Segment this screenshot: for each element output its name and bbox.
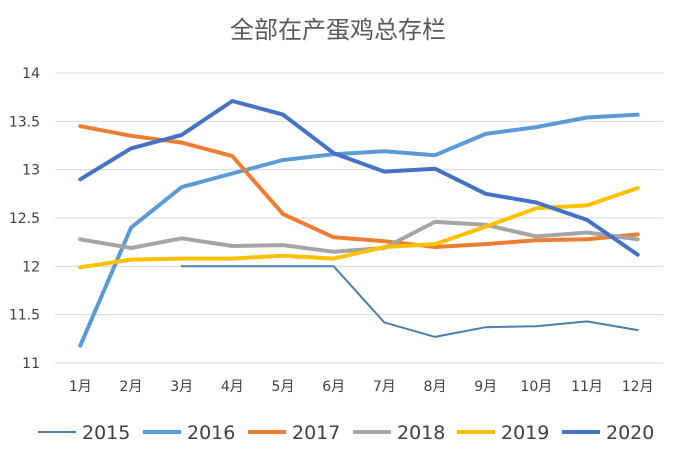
x-tick-label: 5月	[272, 379, 295, 395]
x-tick-label: 4月	[221, 379, 244, 395]
series-2019	[78, 186, 640, 270]
x-tick-label: 12月	[622, 379, 654, 395]
x-tick-label: 8月	[424, 379, 447, 395]
legend-item: 2016	[143, 422, 235, 444]
y-tick-label: 13	[22, 163, 40, 179]
legend-item: 2015	[38, 422, 130, 444]
legend-label: 2017	[292, 422, 340, 444]
series-2016	[78, 112, 640, 348]
x-tick-label: 3月	[170, 379, 193, 395]
series-line	[78, 219, 640, 254]
y-tick-label: 13.5	[9, 114, 40, 130]
chart-title: 全部在产蛋鸡总存栏	[230, 16, 446, 44]
series-line	[78, 124, 640, 249]
legend-item: 2018	[353, 422, 445, 444]
legend-item: 2020	[562, 422, 654, 444]
legend: 2015 2016 2017 2018 2019 2020	[38, 422, 654, 444]
legend-label: 2015	[82, 422, 130, 444]
y-tick-label: 12	[22, 259, 40, 275]
legend-label: 2019	[501, 422, 549, 444]
legend-label: 2016	[187, 422, 235, 444]
y-tick-label: 12.5	[9, 211, 40, 227]
legend-item: 2017	[248, 422, 340, 444]
series-2020	[78, 99, 640, 257]
x-tick-label: 7月	[373, 379, 396, 395]
legend-label: 2020	[606, 422, 654, 444]
series-line	[180, 265, 639, 338]
series-2018	[78, 219, 640, 254]
x-tick-label: 10月	[520, 379, 552, 395]
legend-label: 2018	[397, 422, 445, 444]
series-line	[78, 99, 640, 257]
series-line	[78, 112, 640, 348]
x-tick-label: 9月	[474, 379, 497, 395]
x-tick-label: 6月	[322, 379, 345, 395]
series-line	[78, 186, 640, 270]
legend-item: 2019	[457, 422, 549, 444]
x-tick-label: 11月	[571, 379, 603, 395]
y-tick-label: 11	[22, 356, 40, 372]
series-lines	[78, 99, 640, 348]
y-axis: 11 11.5 12 12.5 13 13.5 14	[9, 66, 40, 372]
series-2017	[78, 124, 640, 249]
grid-lines	[55, 72, 663, 364]
x-tick-label: 1月	[69, 379, 92, 395]
series-2015	[180, 265, 639, 338]
y-tick-label: 14	[22, 66, 40, 82]
x-axis: 1月 2月 3月 4月 5月 6月 7月 8月 9月 10月 11月 12月	[69, 379, 654, 395]
x-tick-label: 2月	[120, 379, 143, 395]
y-tick-label: 11.5	[9, 308, 40, 324]
